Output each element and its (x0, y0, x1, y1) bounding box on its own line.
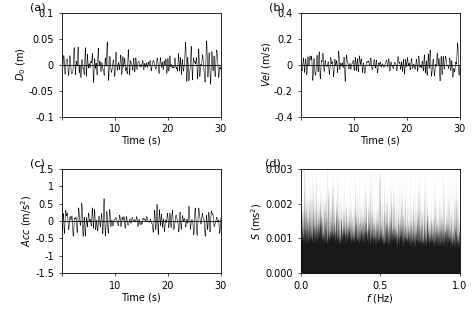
Text: (b): (b) (269, 3, 284, 13)
Text: (c): (c) (30, 159, 45, 169)
Y-axis label: $D_0$ (m): $D_0$ (m) (14, 48, 27, 81)
Y-axis label: $S$ (ms$^2$): $S$ (ms$^2$) (249, 203, 264, 240)
X-axis label: Time (s): Time (s) (360, 136, 400, 146)
X-axis label: Time (s): Time (s) (121, 136, 161, 146)
Y-axis label: $Vel$ (m/s): $Vel$ (m/s) (260, 42, 273, 87)
Text: (d): (d) (265, 159, 282, 169)
X-axis label: $f$ (Hz): $f$ (Hz) (366, 292, 394, 305)
Y-axis label: $Acc$ (m/s$^2$): $Acc$ (m/s$^2$) (19, 195, 34, 247)
X-axis label: Time (s): Time (s) (121, 292, 161, 302)
Text: (a): (a) (30, 3, 46, 13)
